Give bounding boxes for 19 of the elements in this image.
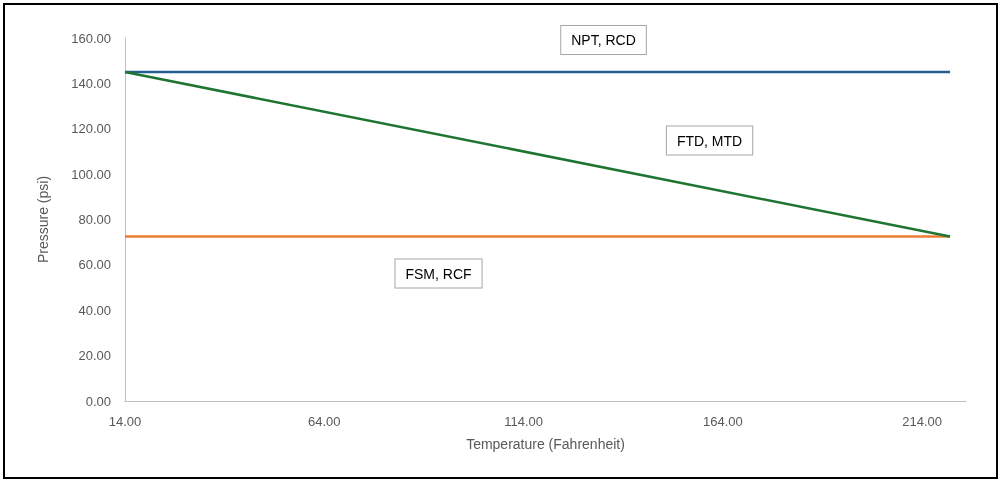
y-tick-label: 40.00 xyxy=(78,302,111,318)
text: FSM, RCF xyxy=(405,265,472,282)
y-tick-label: 160.00 xyxy=(71,30,111,46)
text: FTD, MTD xyxy=(676,132,743,149)
y-tick-label: 120.00 xyxy=(71,121,111,137)
y-tick-label: 100.00 xyxy=(71,166,111,182)
y-tick-label: 140.00 xyxy=(71,75,111,91)
y-tick-label: 20.00 xyxy=(78,348,111,364)
x-tick-label: 164.00 xyxy=(702,414,743,429)
y-axis-title: Pressure (psi) xyxy=(35,175,51,264)
x-axis-title: Temperature (Fahrenheit) xyxy=(466,436,625,452)
x-tick-label: 14.00 xyxy=(108,414,142,429)
y-tick-label: 60.00 xyxy=(78,257,111,273)
y-tick-label: 0.00 xyxy=(85,393,111,409)
x-tick-label: 214.00 xyxy=(902,414,943,429)
x-tick-label: 64.00 xyxy=(308,414,341,429)
y-tick-label: 80.00 xyxy=(78,212,111,227)
series-label: NPT, RCD xyxy=(571,32,636,49)
x-tick-label: 114.00 xyxy=(504,414,543,429)
